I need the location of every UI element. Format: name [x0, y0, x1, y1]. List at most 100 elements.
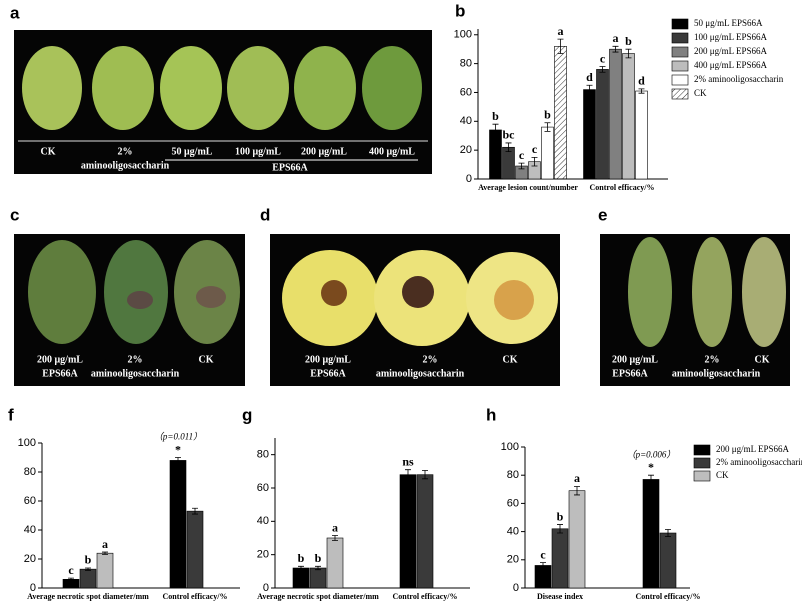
significance-label: * [175, 442, 181, 456]
lesion [321, 280, 347, 306]
significance-label: b [85, 553, 92, 567]
bar [622, 53, 635, 180]
legend-label: 400 μg/mL EPS66A [694, 60, 767, 70]
y-tick-label: 0 [30, 582, 36, 594]
y-tick-label: 100 [501, 441, 519, 453]
error-bar [544, 122, 551, 132]
bar [642, 479, 660, 589]
caption: EPS66A [310, 368, 346, 379]
legend-label: 2% aminooligosaccharin [716, 457, 802, 467]
legend-swatch [693, 444, 711, 456]
legend-swatch [671, 32, 689, 44]
bar [489, 129, 502, 180]
error-bar [612, 45, 619, 53]
error-bar [518, 162, 525, 170]
bar [169, 460, 187, 589]
error-bar [192, 507, 198, 515]
photo-a: CK 2% aminooligosaccharin 50 μg/mL 100 μ… [14, 30, 432, 174]
legend-label: 100 μg/mL EPS66A [694, 32, 767, 42]
significance-label: c [600, 51, 606, 65]
legend-swatch [693, 470, 711, 482]
panel-label: c [10, 205, 19, 224]
error-bar [557, 38, 564, 54]
significance-label: a [574, 471, 580, 485]
caption: aminooligosaccharin [672, 368, 761, 379]
significance-label: c [540, 547, 546, 561]
y-tick-label: 80 [460, 58, 472, 70]
error-bar [102, 551, 108, 555]
y-tick-label: 60 [460, 86, 472, 98]
caption: aminooligosaccharin [81, 160, 170, 171]
error-bar [175, 457, 181, 464]
bar [502, 146, 515, 180]
y-tick-label: 100 [454, 29, 472, 41]
leaf [160, 46, 222, 130]
leaf [22, 46, 82, 130]
bar [551, 528, 569, 589]
error-bar [422, 470, 428, 480]
panel-label: a [10, 3, 20, 22]
significance-label: c [519, 148, 525, 162]
caption: aminooligosaccharin [91, 368, 180, 379]
significance-label: b [557, 509, 564, 523]
bar [292, 567, 310, 589]
legend-swatch [671, 18, 689, 30]
y-tick-label: 20 [460, 144, 472, 156]
error-bar [574, 486, 580, 496]
error-bar [315, 565, 321, 571]
p-value-note: （p=0.006） [627, 449, 676, 459]
y-tick-label: 60 [24, 495, 36, 507]
legend-swatch [671, 60, 689, 72]
photo-d: 200 μg/mL EPS66A 2% aminooligosaccharin … [270, 234, 560, 386]
leaf [28, 240, 96, 344]
bar [541, 126, 554, 180]
legend-swatch [693, 457, 711, 469]
y-tick-label: 20 [257, 549, 269, 561]
leaf [362, 46, 422, 130]
legend-label: 2% aminooligosaccharin [694, 74, 784, 84]
leaf [294, 46, 356, 130]
error-bar [665, 529, 671, 537]
y-tick-label: 80 [24, 466, 36, 478]
caption: EPS66A [42, 368, 78, 379]
caption: 200 μg/mL [301, 146, 347, 157]
bar [554, 46, 567, 180]
panel-label: e [598, 205, 607, 224]
legend-swatch [671, 88, 689, 100]
error-bar [405, 469, 411, 481]
significance-label: b [625, 34, 632, 48]
significance-label: ns [402, 454, 414, 468]
error-bar [68, 577, 74, 581]
legend-swatch [671, 46, 689, 58]
caption: 100 μg/mL [235, 146, 281, 157]
panel-label: h [486, 405, 496, 424]
leaf [628, 237, 672, 347]
photo-e: 200 μg/mL EPS66A 2% aminooligosaccharin … [600, 234, 790, 386]
lesion [494, 280, 534, 320]
y-tick-label: 60 [257, 482, 269, 494]
y-tick-label: 0 [513, 582, 519, 594]
y-tick-label: 0 [263, 582, 269, 594]
y-tick-label: 80 [257, 449, 269, 461]
caption: CK [755, 354, 770, 365]
caption: 200 μg/mL [612, 354, 658, 365]
panel-label: f [8, 405, 14, 424]
legend-swatch [671, 74, 689, 86]
photo-bg [14, 30, 432, 174]
lesion [402, 276, 434, 308]
caption: 2% [423, 354, 438, 365]
y-tick-label: 20 [507, 554, 519, 566]
bar [609, 48, 622, 180]
error-bar [540, 562, 546, 569]
error-bar [531, 156, 538, 167]
error-bar [332, 535, 338, 541]
error-bar [638, 88, 645, 94]
caption: EPS66A [612, 368, 648, 379]
significance-label: b [492, 109, 499, 123]
photo-c: 200 μg/mL EPS66A 2% aminooligosaccharin … [14, 234, 245, 386]
significance-label: a [613, 31, 619, 45]
significance-label: b [298, 551, 305, 565]
bar [534, 565, 552, 589]
significance-label: a [332, 520, 338, 534]
